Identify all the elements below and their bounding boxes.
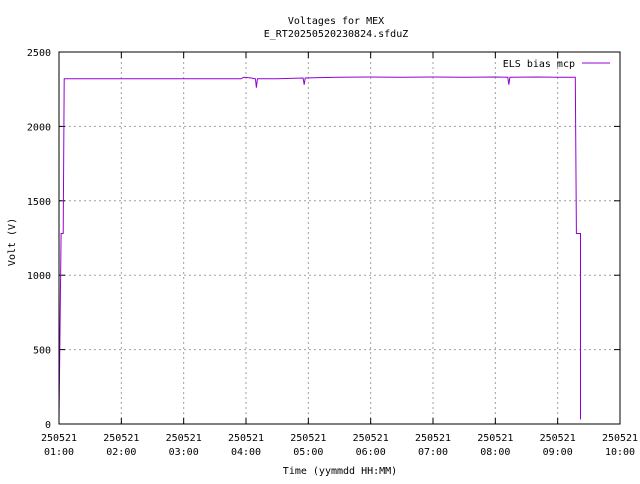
- x-tick-label-date: 250521: [415, 433, 451, 444]
- plot-frame: [58, 51, 621, 425]
- legend: ELS bias mcp: [503, 59, 610, 70]
- x-tick-label-date: 250521: [602, 433, 638, 444]
- y-tick-label: 1000: [27, 271, 51, 282]
- y-tick-label: 500: [33, 346, 51, 357]
- x-tick-label-date: 250521: [41, 433, 77, 444]
- chart-subtitle: E_RT20250520230824.sfduZ: [264, 29, 409, 40]
- x-tick-label-time: 10:00: [605, 447, 635, 458]
- x-tick-label-time: 07:00: [418, 447, 448, 458]
- x-tick-label-time: 04:00: [231, 447, 261, 458]
- y-tick-label: 2000: [27, 122, 51, 133]
- y-axis-label: Volt (V): [7, 218, 18, 266]
- y-tick-label: 1500: [27, 197, 51, 208]
- legend-label: ELS bias mcp: [503, 59, 575, 70]
- x-tick-label-time: 08:00: [480, 447, 510, 458]
- y-tick-labels: 0 500 1000 1500 2000 2500: [27, 48, 51, 431]
- x-tick-label-date: 250521: [540, 433, 576, 444]
- y-tick-label: 0: [45, 420, 51, 431]
- x-tick-label-time: 09:00: [543, 447, 573, 458]
- x-tick-label-date: 250521: [228, 433, 264, 444]
- x-axis-label: Time (yymmdd HH:MM): [283, 466, 397, 477]
- x-tick-label-date: 250521: [290, 433, 326, 444]
- series-line-els-bias-mcp: [58, 76, 581, 420]
- grid-lines: [59, 52, 620, 424]
- x-tick-label-time: 03:00: [169, 447, 199, 458]
- series-layer: [58, 76, 581, 420]
- x-tick-label-time: 01:00: [44, 447, 74, 458]
- chart-title: Voltages for MEX: [288, 16, 384, 27]
- x-tick-labels: 250521 01:00 250521 02:00 250521 03:00 250521 0…: [41, 433, 638, 458]
- x-tick-label-time: 06:00: [356, 447, 386, 458]
- x-tick-label-date: 250521: [477, 433, 513, 444]
- y-tick-label: 2500: [27, 48, 51, 59]
- x-tick-label-date: 250521: [166, 433, 202, 444]
- x-tick-label-date: 250521: [103, 433, 139, 444]
- x-tick-label-date: 250521: [353, 433, 389, 444]
- x-tick-label-time: 05:00: [293, 447, 323, 458]
- x-tick-label-time: 02:00: [106, 447, 136, 458]
